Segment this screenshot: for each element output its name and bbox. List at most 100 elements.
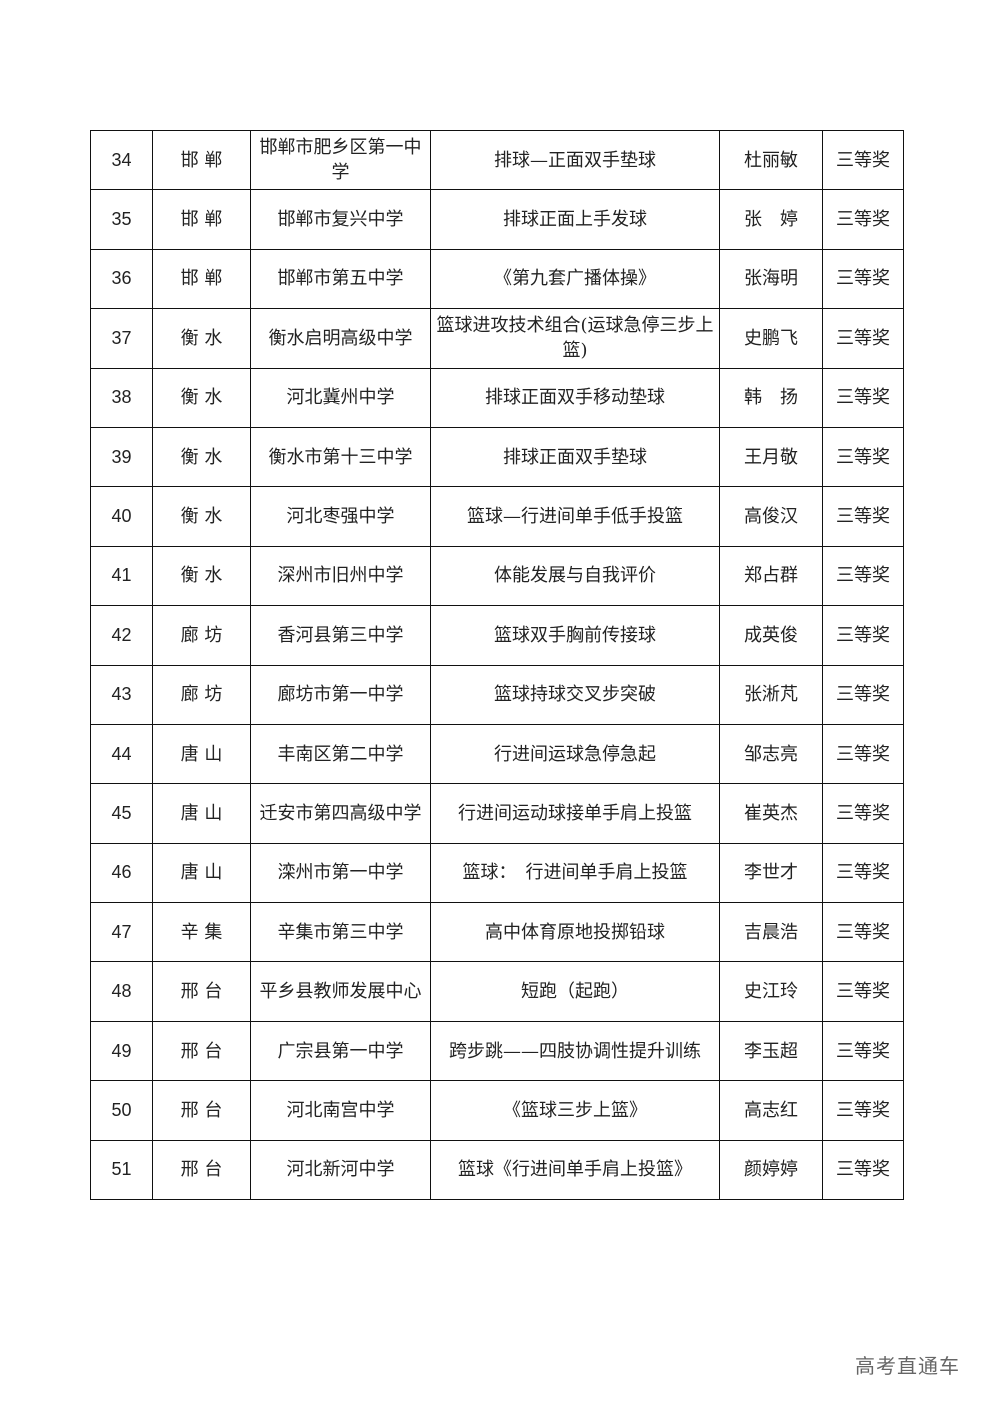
teacher-name-cell: 高俊汉 bbox=[719, 486, 823, 547]
row-number-cell: 41 bbox=[90, 545, 153, 607]
region-cell: 邢 台 bbox=[152, 1080, 251, 1141]
award-level-cell: 三等奖 bbox=[822, 426, 904, 488]
awards-table-body: 34 邯 郸邯郸市肥乡区第一中学 排球—正面双手垫球 杜丽敏 三等奖 35 邯 郸邯郸市复兴… bbox=[90, 129, 904, 1201]
school-cell: 邯郸市复兴中学 bbox=[250, 189, 431, 250]
table-row: 50 邢 台河北南宫中学 《篮球三步上篮》 高志红 三等奖 bbox=[90, 1080, 904, 1141]
teacher-name-cell: 张海明 bbox=[719, 248, 823, 310]
table-row: 38 衡 水河北冀州中学 排球正面双手移动垫球韩 扬三等奖 bbox=[90, 367, 904, 428]
school-cell: 廊坊市第一中学 bbox=[250, 664, 431, 725]
row-number-cell: 34 bbox=[90, 129, 153, 191]
lesson-title-cell: 体能发展与自我评价 bbox=[430, 545, 720, 607]
region-cell: 衡 水 bbox=[152, 545, 251, 607]
table-row: 37 衡 水衡水启明高级中学 篮球进攻技术组合(运球急停三步上篮) 史鹏飞 三等奖 bbox=[90, 308, 904, 369]
table-row: 46 唐 山滦州市第一中学 篮球： 行进间单手肩上投篮 李世才 三等奖 bbox=[90, 842, 904, 904]
school-cell: 广宗县第一中学 bbox=[250, 1020, 431, 1082]
school-cell: 滦州市第一中学 bbox=[250, 842, 431, 904]
row-number-cell: 43 bbox=[90, 664, 153, 725]
row-number-cell: 46 bbox=[90, 842, 153, 904]
award-level-cell: 三等奖 bbox=[822, 842, 904, 904]
lesson-title-cell: 篮球进攻技术组合(运球急停三步上篮) bbox=[430, 308, 720, 369]
award-level-cell: 三等奖 bbox=[822, 545, 904, 607]
award-level-cell: 三等奖 bbox=[822, 664, 904, 725]
region-cell: 衡 水 bbox=[152, 367, 251, 428]
row-number-cell: 45 bbox=[90, 783, 153, 844]
table-row: 44 唐 山丰南区第二中学 行进间运球急停急起 邹志亮 三等奖 bbox=[90, 723, 904, 785]
teacher-name-cell: 邹志亮 bbox=[719, 723, 823, 785]
school-cell: 河北新河中学 bbox=[250, 1139, 431, 1201]
awards-table: 34 邯 郸邯郸市肥乡区第一中学 排球—正面双手垫球 杜丽敏 三等奖 35 邯 郸邯郸市复兴… bbox=[90, 129, 904, 1201]
table-row: 49 邢 台广宗县第一中学 跨步跳——四肢协调性提升训练 李玉超 三等奖 bbox=[90, 1020, 904, 1082]
region-cell: 邯 郸 bbox=[152, 248, 251, 310]
school-cell: 邯郸市第五中学 bbox=[250, 248, 431, 310]
table-row: 36 邯 郸邯郸市第五中学 《第九套广播体操》 张海明 三等奖 bbox=[90, 248, 904, 310]
region-cell: 唐 山 bbox=[152, 723, 251, 785]
row-number-cell: 38 bbox=[90, 367, 153, 428]
lesson-title-cell: 排球—正面双手垫球 bbox=[430, 129, 720, 191]
award-level-cell: 三等奖 bbox=[822, 723, 904, 785]
region-cell: 廊 坊 bbox=[152, 605, 251, 666]
region-cell: 衡 水 bbox=[152, 486, 251, 547]
table-row: 34 邯 郸邯郸市肥乡区第一中学 排球—正面双手垫球 杜丽敏 三等奖 bbox=[90, 129, 904, 191]
school-cell: 邯郸市肥乡区第一中学 bbox=[250, 129, 431, 191]
table-row: 51 邢 台河北新河中学 篮球《行进间单手肩上投篮》 颜婷婷 三等奖 bbox=[90, 1139, 904, 1201]
award-level-cell: 三等奖 bbox=[822, 189, 904, 250]
award-level-cell: 三等奖 bbox=[822, 961, 904, 1022]
award-level-cell: 三等奖 bbox=[822, 605, 904, 666]
award-level-cell: 三等奖 bbox=[822, 367, 904, 428]
region-cell: 邢 台 bbox=[152, 1139, 251, 1201]
lesson-title-cell: 排球正面上手发球 bbox=[430, 189, 720, 250]
row-number-cell: 50 bbox=[90, 1080, 153, 1141]
region-cell: 邢 台 bbox=[152, 1020, 251, 1082]
row-number-cell: 49 bbox=[90, 1020, 153, 1082]
region-cell: 唐 山 bbox=[152, 783, 251, 844]
teacher-name-cell: 高志红 bbox=[719, 1080, 823, 1141]
region-cell: 衡 水 bbox=[152, 426, 251, 488]
school-cell: 迁安市第四高级中学 bbox=[250, 783, 431, 844]
row-number-cell: 51 bbox=[90, 1139, 153, 1201]
table-row: 45 唐 山迁安市第四高级中学 行进间运动球接单手肩上投篮 崔英杰 三等奖 bbox=[90, 783, 904, 844]
lesson-title-cell: 篮球： 行进间单手肩上投篮 bbox=[430, 842, 720, 904]
teacher-name-cell: 颜婷婷 bbox=[719, 1139, 823, 1201]
lesson-title-cell: 短跑（起跑） bbox=[430, 961, 720, 1022]
award-level-cell: 三等奖 bbox=[822, 308, 904, 369]
teacher-name-cell: 韩 扬 bbox=[719, 367, 823, 428]
lesson-title-cell: 行进间运动球接单手肩上投篮 bbox=[430, 783, 720, 844]
award-level-cell: 三等奖 bbox=[822, 1080, 904, 1141]
teacher-name-cell: 张 婷 bbox=[719, 189, 823, 250]
award-level-cell: 三等奖 bbox=[822, 902, 904, 963]
lesson-title-cell: 篮球双手胸前传接球 bbox=[430, 605, 720, 666]
school-cell: 衡水市第十三中学 bbox=[250, 426, 431, 488]
row-number-cell: 44 bbox=[90, 723, 153, 785]
teacher-name-cell: 王月敬 bbox=[719, 426, 823, 488]
row-number-cell: 37 bbox=[90, 308, 153, 369]
region-cell: 唐 山 bbox=[152, 842, 251, 904]
table-row: 47 辛 集辛集市第三中学 高中体育原地投掷铅球 吉晨浩 三等奖 bbox=[90, 902, 904, 963]
row-number-cell: 36 bbox=[90, 248, 153, 310]
award-level-cell: 三等奖 bbox=[822, 129, 904, 191]
row-number-cell: 42 bbox=[90, 605, 153, 666]
table-row: 35 邯 郸邯郸市复兴中学 排球正面上手发球张 婷三等奖 bbox=[90, 189, 904, 250]
region-cell: 衡 水 bbox=[152, 308, 251, 369]
school-cell: 丰南区第二中学 bbox=[250, 723, 431, 785]
school-cell: 辛集市第三中学 bbox=[250, 902, 431, 963]
lesson-title-cell: 篮球持球交叉步突破 bbox=[430, 664, 720, 725]
school-cell: 香河县第三中学 bbox=[250, 605, 431, 666]
school-cell: 深州市旧州中学 bbox=[250, 545, 431, 607]
region-cell: 邯 郸 bbox=[152, 129, 251, 191]
award-level-cell: 三等奖 bbox=[822, 1139, 904, 1201]
lesson-title-cell: 排球正面双手移动垫球 bbox=[430, 367, 720, 428]
table-row: 41 衡 水深州市旧州中学 体能发展与自我评价 郑占群 三等奖 bbox=[90, 545, 904, 607]
award-level-cell: 三等奖 bbox=[822, 248, 904, 310]
school-cell: 河北南宫中学 bbox=[250, 1080, 431, 1141]
lesson-title-cell: 《第九套广播体操》 bbox=[430, 248, 720, 310]
table-row: 48 邢 台平乡县教师发展中心 短跑（起跑） 史江玲 三等奖 bbox=[90, 961, 904, 1022]
region-cell: 辛 集 bbox=[152, 902, 251, 963]
school-cell: 衡水启明高级中学 bbox=[250, 308, 431, 369]
lesson-title-cell: 排球正面双手垫球 bbox=[430, 426, 720, 488]
table-row: 39 衡 水衡水市第十三中学 排球正面双手垫球 王月敬 三等奖 bbox=[90, 426, 904, 488]
row-number-cell: 39 bbox=[90, 426, 153, 488]
teacher-name-cell: 成英俊 bbox=[719, 605, 823, 666]
teacher-name-cell: 郑占群 bbox=[719, 545, 823, 607]
lesson-title-cell: 篮球—行进间单手低手投篮 bbox=[430, 486, 720, 547]
teacher-name-cell: 杜丽敏 bbox=[719, 129, 823, 191]
